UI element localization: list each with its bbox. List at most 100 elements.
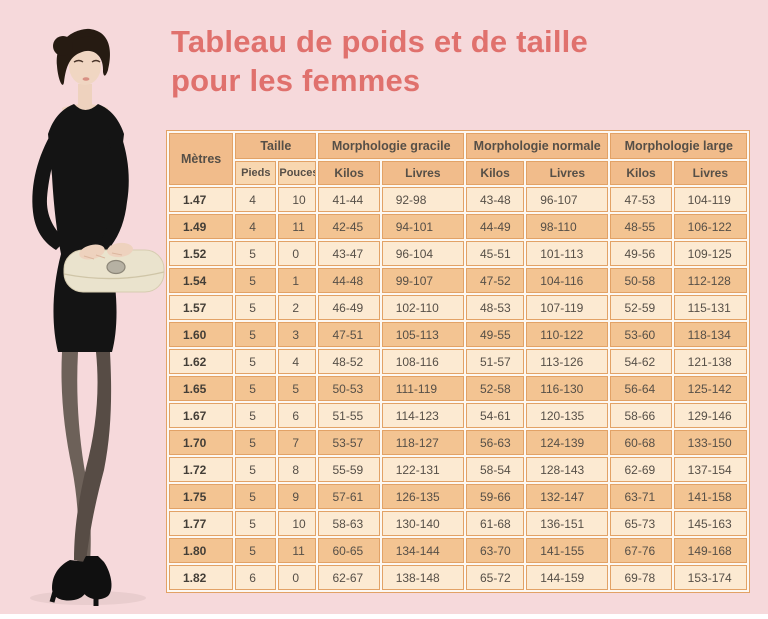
cell-large-kilos: 54-62	[610, 349, 672, 374]
cell-pieds: 5	[235, 322, 277, 347]
cell-gracile-livres: 114-123	[381, 403, 464, 428]
cell-pieds: 5	[235, 403, 277, 428]
cell-normale-kilos: 63-70	[465, 538, 525, 563]
cell-gracile-kilos: 50-53	[318, 376, 380, 401]
col-header-taille: Taille	[235, 133, 317, 159]
cell-normale-kilos: 58-54	[465, 457, 525, 482]
cell-gracile-kilos: 48-52	[318, 349, 380, 374]
weight-height-table: Mètres Taille Morphologie gracile Morpho…	[166, 130, 750, 593]
cell-normale-kilos: 45-51	[465, 241, 525, 266]
cell-metres: 1.80	[169, 538, 234, 563]
cell-gracile-kilos: 53-57	[318, 430, 380, 455]
cell-normale-livres: 104-116	[526, 268, 609, 293]
cell-large-kilos: 52-59	[610, 295, 672, 320]
cell-gracile-kilos: 47-51	[318, 322, 380, 347]
cell-pieds: 4	[235, 187, 277, 212]
cell-metres: 1.67	[169, 403, 234, 428]
cell-large-kilos: 48-55	[610, 214, 672, 239]
cell-metres: 1.47	[169, 187, 234, 212]
col-header-kilos-gracile: Kilos	[318, 161, 380, 185]
cell-pieds: 5	[235, 430, 277, 455]
cell-large-livres: 153-174	[673, 565, 747, 590]
col-header-pouces: Pouces	[278, 161, 317, 185]
cell-pieds: 5	[235, 295, 277, 320]
table-row: 1.77 5 10 58-63 130-140 61-68 136-151 65…	[169, 511, 747, 536]
cell-gracile-livres: 111-119	[381, 376, 464, 401]
cell-pouces: 6	[278, 403, 317, 428]
cell-pieds: 5	[235, 511, 277, 536]
cell-gracile-livres: 122-131	[381, 457, 464, 482]
cell-metres: 1.72	[169, 457, 234, 482]
cell-metres: 1.70	[169, 430, 234, 455]
cell-pieds: 5	[235, 241, 277, 266]
col-header-kilos-large: Kilos	[610, 161, 672, 185]
cell-pouces: 5	[278, 376, 317, 401]
cell-large-livres: 115-131	[673, 295, 747, 320]
cell-metres: 1.54	[169, 268, 234, 293]
cell-gracile-livres: 108-116	[381, 349, 464, 374]
cell-large-livres: 121-138	[673, 349, 747, 374]
cell-large-livres: 104-119	[673, 187, 747, 212]
cell-large-kilos: 63-71	[610, 484, 672, 509]
cell-metres: 1.82	[169, 565, 234, 590]
cell-large-livres: 118-134	[673, 322, 747, 347]
cell-normale-kilos: 49-55	[465, 322, 525, 347]
cell-normale-livres: 144-159	[526, 565, 609, 590]
cell-large-kilos: 49-56	[610, 241, 672, 266]
cell-pouces: 11	[278, 214, 317, 239]
cell-gracile-livres: 134-144	[381, 538, 464, 563]
cell-normale-kilos: 59-66	[465, 484, 525, 509]
cell-pieds: 5	[235, 484, 277, 509]
cell-normale-kilos: 44-49	[465, 214, 525, 239]
cell-metres: 1.49	[169, 214, 234, 239]
cell-large-kilos: 60-68	[610, 430, 672, 455]
cell-large-livres: 145-163	[673, 511, 747, 536]
cell-large-livres: 106-122	[673, 214, 747, 239]
table-row: 1.65 5 5 50-53 111-119 52-58 116-130 56-…	[169, 376, 747, 401]
cell-gracile-livres: 138-148	[381, 565, 464, 590]
cell-gracile-livres: 118-127	[381, 430, 464, 455]
cell-gracile-kilos: 60-65	[318, 538, 380, 563]
col-header-pieds: Pieds	[235, 161, 277, 185]
cell-metres: 1.77	[169, 511, 234, 536]
cell-large-kilos: 62-69	[610, 457, 672, 482]
table-row: 1.47 4 10 41-44 92-98 43-48 96-107 47-53…	[169, 187, 747, 212]
cell-gracile-livres: 94-101	[381, 214, 464, 239]
cell-pieds: 5	[235, 268, 277, 293]
cell-gracile-livres: 126-135	[381, 484, 464, 509]
cell-normale-kilos: 65-72	[465, 565, 525, 590]
cell-pouces: 4	[278, 349, 317, 374]
table-row: 1.75 5 9 57-61 126-135 59-66 132-147 63-…	[169, 484, 747, 509]
col-header-livres-normale: Livres	[526, 161, 609, 185]
cell-gracile-kilos: 43-47	[318, 241, 380, 266]
cell-normale-kilos: 47-52	[465, 268, 525, 293]
cell-normale-livres: 98-110	[526, 214, 609, 239]
table-body: 1.47 4 10 41-44 92-98 43-48 96-107 47-53…	[169, 187, 747, 590]
cell-gracile-kilos: 51-55	[318, 403, 380, 428]
cell-normale-livres: 96-107	[526, 187, 609, 212]
cell-pouces: 0	[278, 565, 317, 590]
table-row: 1.57 5 2 46-49 102-110 48-53 107-119 52-…	[169, 295, 747, 320]
cell-large-kilos: 56-64	[610, 376, 672, 401]
table-row: 1.60 5 3 47-51 105-113 49-55 110-122 53-…	[169, 322, 747, 347]
cell-pouces: 8	[278, 457, 317, 482]
page-title-line2: pour les femmes	[171, 63, 421, 98]
col-header-livres-gracile: Livres	[381, 161, 464, 185]
table-row: 1.62 5 4 48-52 108-116 51-57 113-126 54-…	[169, 349, 747, 374]
cell-pouces: 11	[278, 538, 317, 563]
cell-normale-livres: 124-139	[526, 430, 609, 455]
cell-normale-livres: 110-122	[526, 322, 609, 347]
cell-large-kilos: 67-76	[610, 538, 672, 563]
cell-normale-livres: 141-155	[526, 538, 609, 563]
table-row: 1.54 5 1 44-48 99-107 47-52 104-116 50-5…	[169, 268, 747, 293]
cell-metres: 1.65	[169, 376, 234, 401]
cell-normale-livres: 113-126	[526, 349, 609, 374]
cell-metres: 1.62	[169, 349, 234, 374]
cell-large-livres: 125-142	[673, 376, 747, 401]
cell-large-kilos: 47-53	[610, 187, 672, 212]
cell-gracile-livres: 105-113	[381, 322, 464, 347]
cell-normale-kilos: 56-63	[465, 430, 525, 455]
table-row: 1.67 5 6 51-55 114-123 54-61 120-135 58-…	[169, 403, 747, 428]
cell-pieds: 5	[235, 538, 277, 563]
